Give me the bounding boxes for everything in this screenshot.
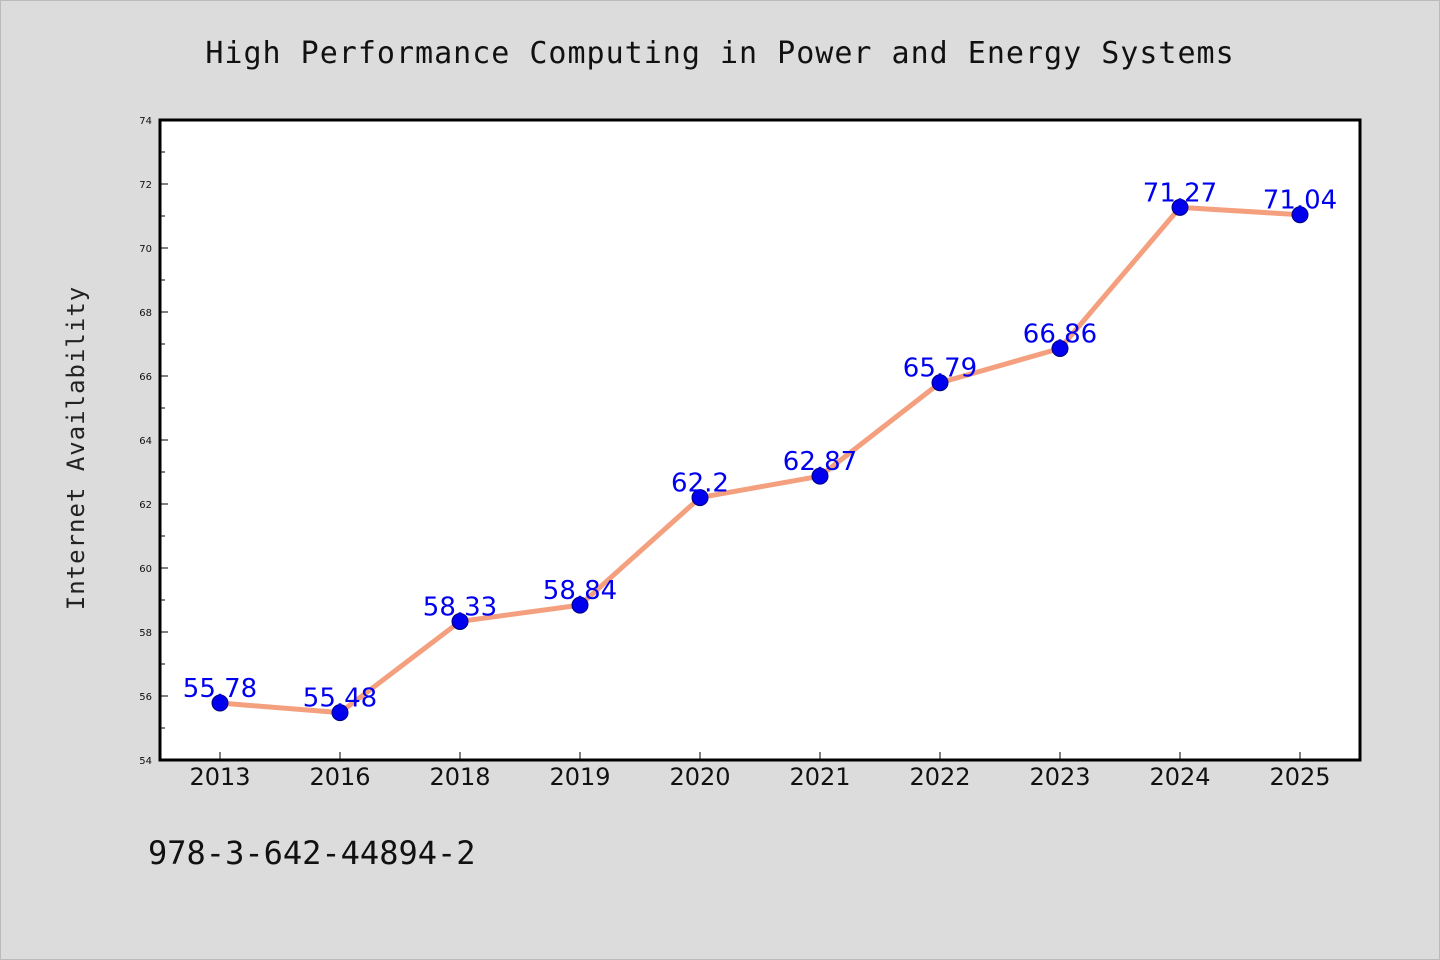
- data-point: [211, 694, 229, 712]
- data-label: 62.2: [671, 469, 729, 499]
- data-label: 65.79: [903, 354, 977, 384]
- y-tick-label: 68: [139, 308, 152, 319]
- data-label: 71.27: [1143, 178, 1217, 208]
- y-axis: 54 56 58 60 62 64 66 68 70 72 74: [139, 116, 168, 767]
- x-axis: 2013 2016 2018 2019 2020 2021 2022 2023 2024 2025: [189, 752, 1331, 791]
- data-label: 66.86: [1023, 319, 1097, 349]
- plot-frame: [158, 118, 1362, 762]
- y-tick-label: 58: [139, 628, 152, 639]
- y-tick-label: 72: [139, 180, 152, 191]
- y-tick-label: 70: [139, 244, 152, 255]
- data-labels: 55.78 55.48 58.33 58.84 62.2 62.87 65.79 66.86 7…: [183, 178, 1337, 713]
- data-label: 71.04: [1263, 186, 1337, 216]
- data-point: [811, 467, 829, 485]
- data-point: [331, 704, 349, 722]
- data-point: [691, 489, 709, 507]
- data-label: 55.48: [303, 684, 377, 714]
- data-point: [931, 374, 949, 392]
- x-tick-label: 2016: [309, 763, 370, 791]
- y-tick-label: 60: [139, 564, 152, 575]
- x-tick-label: 2013: [189, 763, 250, 791]
- data-label: 55.78: [183, 674, 257, 704]
- y-tick-label: 66: [139, 372, 152, 383]
- x-tick-label: 2018: [429, 763, 490, 791]
- chart-title: High Performance Computing in Power and …: [205, 36, 1234, 71]
- y-axis-title: Internet Availability: [62, 286, 90, 610]
- y-tick-label: 74: [139, 116, 152, 127]
- x-tick-label: 2021: [789, 763, 850, 791]
- y-tick-label: 54: [139, 756, 152, 767]
- series-layer: [211, 198, 1309, 722]
- data-label: 58.33: [423, 592, 497, 622]
- data-point: [571, 596, 589, 614]
- data-point: [1171, 198, 1189, 216]
- data-label: 58.84: [543, 576, 617, 606]
- x-tick-label: 2023: [1029, 763, 1090, 791]
- x-tick-label: 2020: [669, 763, 730, 791]
- data-point: [451, 612, 469, 630]
- isbn-text: 978-3-642-44894-2: [148, 834, 476, 872]
- data-point: [1051, 339, 1069, 357]
- plot-area: [160, 120, 1360, 760]
- y-tick-label: 62: [139, 500, 152, 511]
- x-tick-label: 2019: [549, 763, 610, 791]
- data-label: 62.87: [783, 447, 857, 477]
- x-tick-label: 2025: [1269, 763, 1330, 791]
- x-tick-label: 2024: [1149, 763, 1210, 791]
- series-line: [217, 204, 1303, 716]
- data-point: [1291, 206, 1309, 224]
- y-tick-label: 56: [139, 692, 152, 703]
- y-tick-label: 64: [139, 436, 152, 447]
- x-tick-label: 2022: [909, 763, 970, 791]
